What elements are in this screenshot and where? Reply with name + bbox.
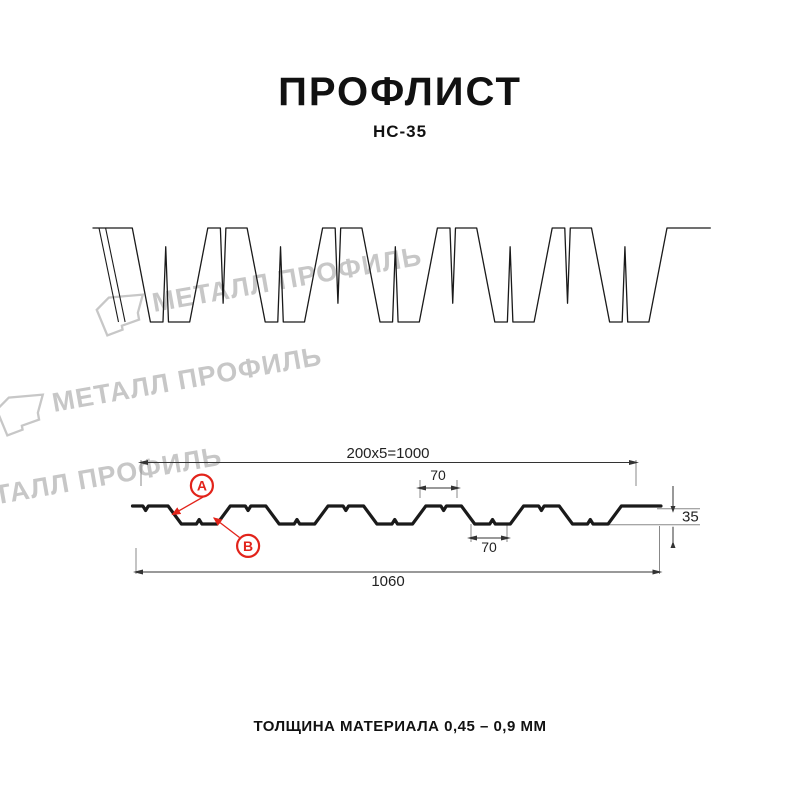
svg-text:B: B bbox=[243, 538, 253, 554]
svg-text:200x5=1000: 200x5=1000 bbox=[347, 445, 430, 462]
svg-text:1060: 1060 bbox=[371, 573, 404, 590]
svg-text:35: 35 bbox=[682, 509, 699, 526]
svg-text:70: 70 bbox=[481, 539, 497, 555]
svg-text:A: A bbox=[197, 478, 207, 494]
svg-text:70: 70 bbox=[430, 467, 446, 483]
